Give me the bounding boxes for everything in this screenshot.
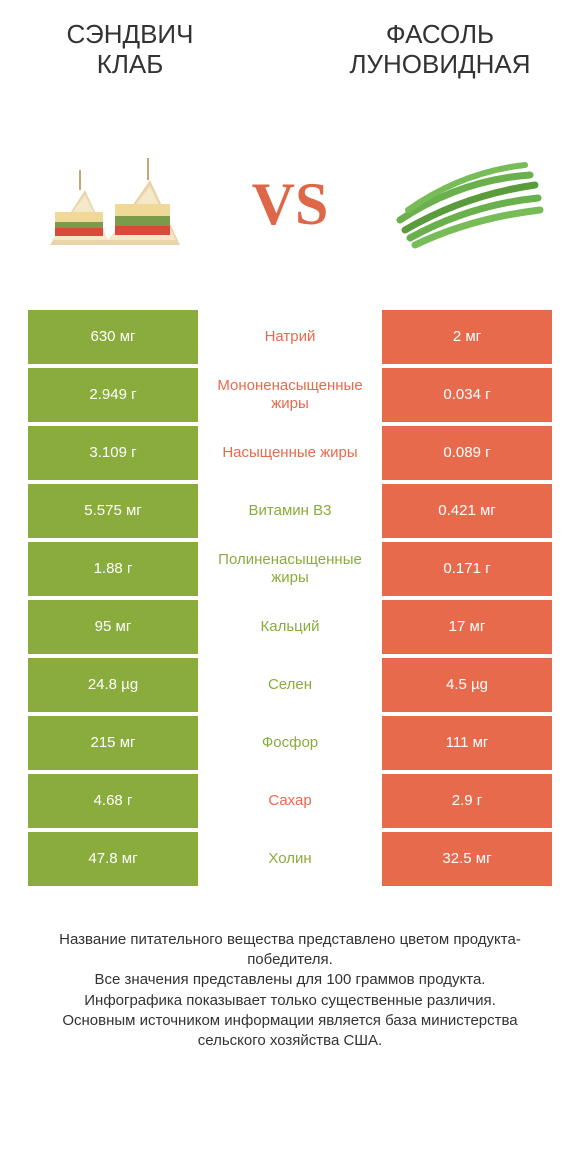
right-value-cell: 2.9 г — [382, 774, 552, 828]
nutrient-label: Кальций — [198, 600, 382, 654]
right-value-cell: 2 мг — [382, 310, 552, 364]
table-row: 47.8 мгХолин32.5 мг — [28, 832, 552, 886]
right-value-cell: 111 мг — [382, 716, 552, 770]
right-value-cell: 0.089 г — [382, 426, 552, 480]
right-food-image — [380, 145, 550, 265]
left-value-cell: 2.949 г — [28, 368, 198, 422]
nutrient-label: Насыщенные жиры — [198, 426, 382, 480]
nutrition-table: 630 мгНатрий2 мг2.949 гМононенасыщенные … — [0, 310, 580, 886]
left-value-cell: 3.109 г — [28, 426, 198, 480]
right-value-cell: 4.5 µg — [382, 658, 552, 712]
table-row: 630 мгНатрий2 мг — [28, 310, 552, 364]
table-row: 1.88 гПолиненасыщенные жиры0.171 г — [28, 542, 552, 596]
left-value-cell: 24.8 µg — [28, 658, 198, 712]
nutrient-label: Холин — [198, 832, 382, 886]
table-row: 5.575 мгВитамин B30.421 мг — [28, 484, 552, 538]
right-value-cell: 17 мг — [382, 600, 552, 654]
right-value-cell: 32.5 мг — [382, 832, 552, 886]
table-row: 3.109 гНасыщенные жиры0.089 г — [28, 426, 552, 480]
left-value-cell: 95 мг — [28, 600, 198, 654]
left-value-cell: 215 мг — [28, 716, 198, 770]
nutrient-label: Мононенасыщенные жиры — [198, 368, 382, 422]
footer-line: Название питательного вещества представл… — [30, 930, 550, 971]
left-value-cell: 5.575 мг — [28, 484, 198, 538]
nutrient-label: Фосфор — [198, 716, 382, 770]
footer-line: Основным источником информации является … — [30, 1011, 550, 1052]
table-row: 2.949 гМононенасыщенные жиры0.034 г — [28, 368, 552, 422]
left-food-title: СЭНДВИЧ КЛАБ — [30, 20, 230, 80]
nutrient-label: Натрий — [198, 310, 382, 364]
footer-line: Инфографика показывает только существенн… — [30, 991, 550, 1011]
left-food-image — [30, 145, 200, 265]
header: СЭНДВИЧ КЛАБ ФАСОЛЬ ЛУНОВИДНАЯ — [0, 0, 580, 90]
vs-row: VS — [0, 90, 580, 310]
nutrient-label: Полиненасыщенные жиры — [198, 542, 382, 596]
vs-label: VS — [252, 170, 329, 239]
right-food-title: ФАСОЛЬ ЛУНОВИДНАЯ — [330, 20, 550, 80]
left-value-cell: 4.68 г — [28, 774, 198, 828]
table-row: 4.68 гСахар2.9 г — [28, 774, 552, 828]
nutrient-label: Витамин B3 — [198, 484, 382, 538]
footer-notes: Название питательного вещества представл… — [0, 890, 580, 1052]
right-value-cell: 0.421 мг — [382, 484, 552, 538]
left-value-cell: 47.8 мг — [28, 832, 198, 886]
nutrient-label: Селен — [198, 658, 382, 712]
right-value-cell: 0.171 г — [382, 542, 552, 596]
table-row: 215 мгФосфор111 мг — [28, 716, 552, 770]
right-value-cell: 0.034 г — [382, 368, 552, 422]
table-row: 95 мгКальций17 мг — [28, 600, 552, 654]
footer-line: Все значения представлены для 100 граммо… — [30, 970, 550, 990]
table-row: 24.8 µgСелен4.5 µg — [28, 658, 552, 712]
left-value-cell: 630 мг — [28, 310, 198, 364]
left-value-cell: 1.88 г — [28, 542, 198, 596]
nutrient-label: Сахар — [198, 774, 382, 828]
